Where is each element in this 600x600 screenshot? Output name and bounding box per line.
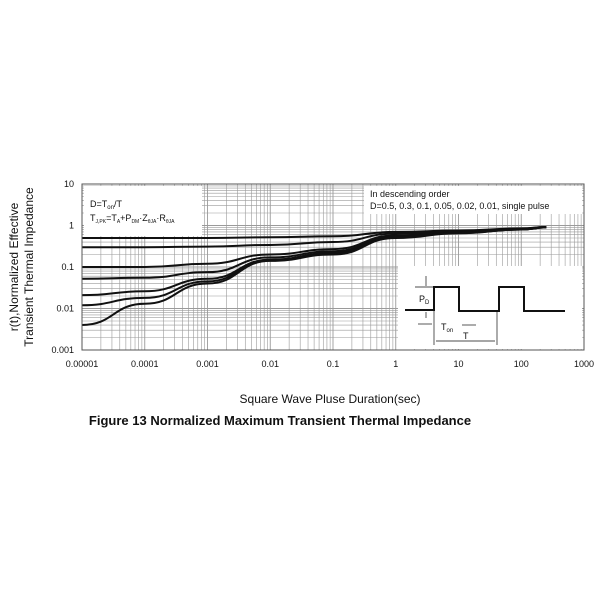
inset-t-label: T [463,331,469,341]
y-tick-label: 10 [64,179,74,189]
chart-title: Figure 13 Normalized Maximum Transient T… [89,413,471,428]
x-tick-label: 100 [514,359,529,369]
y-tick-label: 1 [69,221,74,231]
x-tick-label: 0.001 [196,359,219,369]
formula-line-2: TJ,PK=TA+PDM·ZθJA·RθJA [90,213,175,225]
x-tick-label: 10 [453,359,463,369]
x-tick-label: 0.0001 [131,359,159,369]
y-axis-label-line-2: Transient Thermal Impedance [22,187,36,347]
legend-note-line-1: In descending order [370,189,450,199]
inset-ton-label: Ton [441,322,453,334]
x-tick-label: 1000 [574,359,594,369]
series-line-single-pulse [81,226,547,327]
y-tick-label: 0.01 [56,304,74,314]
x-tick-label: 1 [393,359,398,369]
legend-box [364,186,582,214]
x-axis-label: Square Wave Pluse Duration(sec) [240,392,421,406]
x-tick-label: 0.01 [261,359,279,369]
pulse-diagram [405,276,565,345]
inset-box [398,266,582,349]
y-tick-label: 0.001 [51,345,74,355]
inset-pd-label: PD [419,294,430,306]
x-tick-label: 0.00001 [66,359,99,369]
y-tick-label: 0.1 [61,262,74,272]
x-tick-label: 0.1 [327,359,340,369]
legend-note-line-2: D=0.5, 0.3, 0.1, 0.05, 0.02, 0.01, singl… [370,201,549,211]
formula-line-1: D=Ton/T [90,199,122,211]
plot-frame [81,183,585,351]
y-axis-label-line-1: r(t),Normalized Effective [7,202,21,331]
formula-box [84,186,202,236]
